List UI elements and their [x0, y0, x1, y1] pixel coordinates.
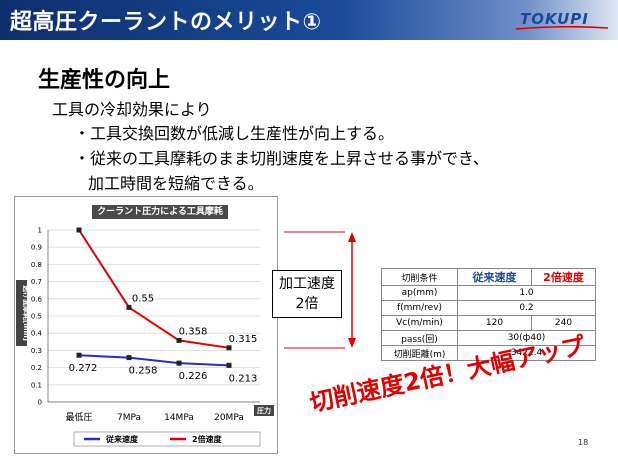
x-tick-label: 14MPa: [164, 413, 194, 423]
table-header-cell: 従来速度: [457, 268, 532, 286]
y-axis-label-bg: [16, 280, 27, 346]
cutting-conditions-table: 切削条件 従来速度 2倍速度 ap(mm) 1.0 f(mm/rev) 0.2 …: [381, 268, 596, 361]
data-point: [76, 227, 82, 233]
table-cell: pass(回): [381, 330, 458, 346]
y-tick-label: 0.5: [31, 313, 42, 321]
y-tick-label: 0.6: [31, 295, 43, 303]
series-line-1: [78, 354, 230, 367]
y-tick-label: 0.8: [31, 261, 42, 269]
y-tick-label: 1: [38, 227, 42, 235]
table-header-row: 切削条件 従来速度 2倍速度: [381, 268, 596, 286]
header-bar: 超高圧クーラントのメリット①: [0, 0, 618, 40]
section-heading: 生産性の向上: [38, 68, 171, 93]
body-line-2: ・工具交換回数が低減し生産性が向上する。: [74, 124, 395, 143]
data-label: 0.358: [179, 326, 208, 337]
x-tick-label: 最低圧: [65, 411, 92, 423]
table-header-cell: 切削条件: [381, 268, 458, 286]
data-point: [126, 304, 132, 310]
table-cell: Vc(m/min): [381, 315, 458, 331]
table-row: ap(mm) 1.0: [381, 285, 596, 301]
data-point: [126, 355, 132, 361]
x-tick-label: 20MPa: [214, 413, 244, 423]
y-tick-label: 0: [38, 399, 42, 407]
table-cell: 1.0: [457, 285, 596, 301]
body-line-1: 工具の冷却効果により: [52, 100, 212, 119]
callout-line-1: 加工速度: [279, 276, 335, 292]
data-point: [76, 352, 82, 358]
chart-frame: [14, 196, 278, 454]
table-row: f(mm/rev) 0.2: [381, 300, 596, 316]
logo-swoosh-icon: [516, 26, 608, 30]
legend-label: 従来速度: [105, 434, 139, 444]
x-axis-label: 圧力: [257, 406, 271, 415]
table-cell: 0.2: [457, 300, 596, 316]
y-tick-label: 0.1: [31, 381, 42, 389]
data-label: 0.258: [129, 366, 158, 377]
series-line-2: [78, 229, 230, 349]
data-point: [176, 360, 182, 366]
data-point: [226, 362, 232, 368]
legend-label: 2倍速度: [192, 434, 223, 444]
table-cell: ap(mm): [381, 285, 458, 301]
chart-title: クーラント圧力による工具摩耗: [92, 205, 228, 219]
data-point: [226, 345, 232, 351]
legend-box: [73, 431, 261, 447]
data-point: [176, 337, 182, 343]
table-row: Vc(m/min) 120 240: [381, 315, 596, 331]
table-cell: 3422.4: [457, 345, 596, 361]
y-tick-label: 0.4: [31, 330, 43, 338]
table-header-cell: 2倍速度: [531, 268, 596, 286]
body-line-3: ・従来の工具摩耗のまま切削速度を上昇させる事ができ、: [74, 149, 489, 168]
y-tick-label: 0.9: [31, 244, 42, 252]
table-row: 切削距離(m) 3422.4: [381, 345, 596, 361]
y-tick-label: 0.7: [31, 278, 42, 286]
logo: TOKUPI: [520, 10, 589, 28]
data-label: 0.226: [179, 371, 208, 382]
x-axis-label-bg: [254, 405, 274, 416]
y-tick-label: 0.3: [31, 347, 42, 355]
data-label: 0.315: [229, 334, 258, 345]
table-cell: f(mm/rev): [381, 300, 458, 316]
x-tick-label: 7MPa: [117, 413, 141, 423]
body-line-4: 加工時間を短縮できる。: [88, 174, 264, 193]
callout-line-2: 2倍: [295, 296, 319, 312]
data-label: 0.272: [69, 363, 98, 374]
y-axis-label: 逃げ面摩耗[mm]: [22, 285, 31, 341]
speed-callout: 加工速度 2倍: [272, 270, 342, 318]
data-label: 0.55: [132, 293, 154, 304]
table-cell: 120: [457, 315, 532, 331]
page-number: 18: [578, 438, 589, 447]
slide-title: 超高圧クーラントのメリット①: [10, 10, 322, 35]
data-label: 0.213: [229, 373, 258, 384]
y-tick-label: 0.2: [31, 364, 42, 372]
